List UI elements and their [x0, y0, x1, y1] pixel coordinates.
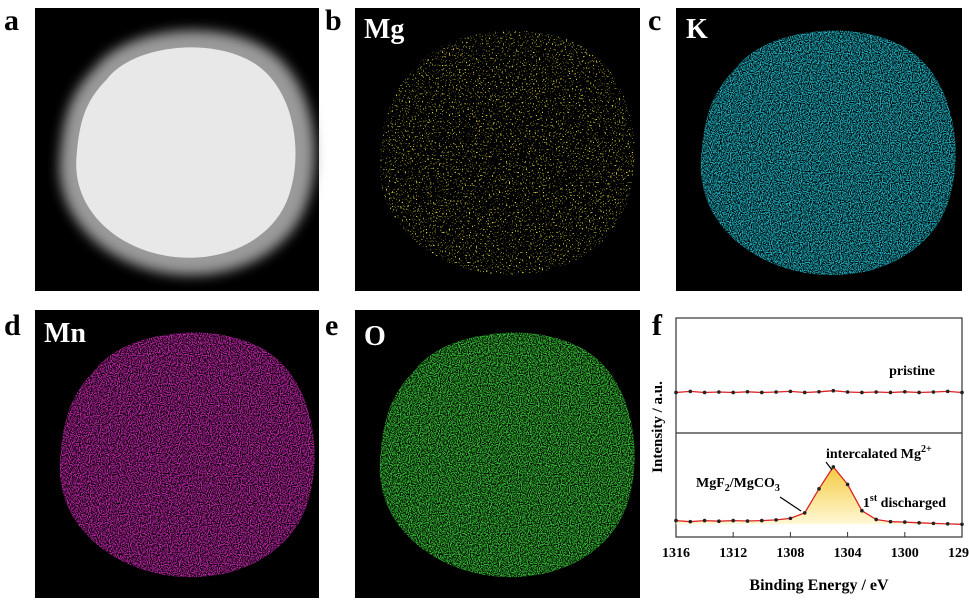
x-tick-label: 1316 — [662, 546, 690, 561]
spectrum-point — [774, 390, 778, 394]
element-label: K — [686, 14, 708, 45]
x-axis-label: Binding Energy / eV — [749, 577, 889, 594]
element-label: Mn — [44, 318, 86, 349]
annotation-part: /MgCO — [729, 476, 775, 491]
panel-label: f — [652, 309, 663, 342]
spectrum-point — [917, 520, 921, 525]
spectrum-point — [802, 511, 807, 515]
panel-labels: a b Mg c K d Mn e O f — [4, 4, 708, 352]
panel-label: b — [325, 4, 342, 37]
spectrum-point — [802, 390, 807, 395]
arrow — [779, 496, 802, 512]
panel-label: c — [648, 4, 661, 37]
spectrum-point — [817, 390, 821, 394]
annotation-part: MgF — [696, 476, 725, 491]
image-d — [35, 310, 319, 598]
spectrum-point — [717, 390, 721, 394]
spectrum-point — [931, 521, 936, 526]
annotation: intercalated Mg2+ — [826, 444, 932, 462]
annotation-part: 2 — [725, 483, 730, 494]
spectrum-point — [860, 390, 864, 395]
spectrum-point — [845, 482, 850, 487]
spectrum-point — [917, 390, 921, 395]
spectrum-point — [788, 516, 793, 521]
spectrum-point — [788, 389, 793, 394]
annotation-part: 3 — [775, 483, 780, 494]
annotation: 1st discharged — [863, 493, 946, 511]
spectrum-point — [945, 389, 950, 394]
spectrum-point — [688, 519, 693, 524]
element-label: Mg — [364, 14, 404, 45]
spectrum-point — [688, 389, 693, 394]
annotation-part: pristine — [889, 364, 935, 379]
image-a — [35, 8, 319, 291]
spectrum-point — [702, 390, 707, 395]
spectrum-point — [903, 390, 907, 394]
spectrum-point — [831, 388, 836, 393]
spectrum-point — [702, 518, 707, 523]
spectrum-point — [888, 519, 893, 524]
spectrum-point — [760, 390, 764, 395]
spectrum-point — [860, 508, 864, 513]
image-b — [355, 8, 640, 291]
x-tick-label: 1296 — [948, 546, 969, 561]
annotation-part: 2+ — [921, 444, 932, 455]
spectrum-point — [845, 390, 850, 394]
annotation-part: intercalated Mg — [826, 447, 921, 462]
annotation: MgF2/MgCO3 — [696, 476, 780, 494]
spectrum-point — [874, 390, 878, 394]
arrow — [825, 461, 833, 471]
spectrum-point — [888, 390, 893, 395]
spectrum-point — [731, 518, 735, 523]
x-tick-label: 1304 — [834, 546, 862, 561]
y-axis-label: Intensity / a.u. — [650, 381, 666, 473]
spectrum-point — [717, 519, 721, 524]
annotation: pristine — [889, 364, 935, 379]
spectrum-point — [960, 522, 964, 527]
spectrum-point — [674, 390, 678, 395]
spectrum-point — [817, 487, 821, 491]
annotation-part: discharged — [877, 496, 946, 511]
spectrum-point — [760, 518, 764, 523]
panel-label: a — [4, 4, 19, 37]
spectrum-point — [874, 517, 878, 522]
image-c — [676, 8, 962, 291]
x-tick-label: 1308 — [776, 546, 804, 561]
element-label: O — [364, 321, 386, 352]
images — [35, 8, 962, 598]
peak-area — [676, 466, 962, 525]
chart: Binding Energy / eV Intensity / a.u. 131… — [650, 317, 969, 594]
spectrum-point — [931, 390, 936, 394]
annotation-part: st — [870, 493, 878, 504]
annotation-part: 1 — [863, 496, 870, 511]
x-tick-label: 1300 — [891, 546, 919, 561]
spectrum-point — [745, 519, 750, 523]
panel-label: d — [4, 309, 21, 342]
panel-label: e — [325, 309, 338, 342]
spectrum-point — [903, 520, 907, 524]
spectrum-point — [774, 518, 778, 522]
image-e — [355, 310, 640, 598]
spectrum-point — [674, 518, 678, 523]
spectrum-point — [831, 465, 836, 469]
spectrum-point — [731, 390, 735, 395]
spectrum-point — [960, 390, 964, 395]
x-tick-label: 1312 — [719, 546, 747, 561]
plot-frame — [675, 317, 963, 538]
spectrum-point — [745, 390, 750, 394]
spectrum-point — [945, 522, 950, 526]
